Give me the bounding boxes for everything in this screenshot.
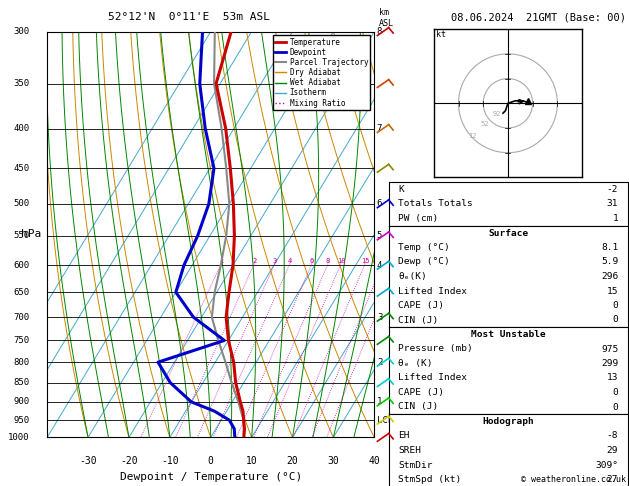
Text: 7: 7	[377, 124, 382, 133]
Text: 950: 950	[13, 416, 29, 425]
Text: K: K	[398, 185, 404, 194]
Text: CIN (J): CIN (J)	[398, 315, 438, 325]
Text: 900: 900	[13, 398, 29, 406]
Text: θₑ (K): θₑ (K)	[398, 359, 433, 368]
Legend: Temperature, Dewpoint, Parcel Trajectory, Dry Adiabat, Wet Adiabat, Isotherm, Mi: Temperature, Dewpoint, Parcel Trajectory…	[273, 35, 370, 110]
Text: 15: 15	[607, 287, 618, 295]
Text: 0: 0	[208, 456, 214, 466]
Text: 0: 0	[613, 301, 618, 310]
Text: 8: 8	[377, 27, 382, 36]
Text: 2: 2	[377, 358, 382, 367]
Text: 3: 3	[273, 258, 277, 263]
Text: 52°12'N  0°11'E  53m ASL: 52°12'N 0°11'E 53m ASL	[108, 12, 270, 22]
Text: -30: -30	[79, 456, 97, 466]
Text: km
ASL: km ASL	[379, 8, 394, 28]
Text: 1: 1	[220, 258, 223, 263]
Text: 0: 0	[613, 315, 618, 325]
Text: 5: 5	[377, 231, 382, 241]
Text: hPa: hPa	[21, 229, 41, 240]
Text: Totals Totals: Totals Totals	[398, 199, 473, 208]
Text: -20: -20	[120, 456, 138, 466]
Text: 550: 550	[13, 231, 29, 241]
Text: 500: 500	[13, 199, 29, 208]
Text: 10: 10	[246, 456, 257, 466]
Text: 5.9: 5.9	[601, 258, 618, 266]
Text: 1000: 1000	[8, 433, 29, 442]
Text: 4: 4	[377, 260, 382, 270]
Text: Temp (°C): Temp (°C)	[398, 243, 450, 252]
Text: 800: 800	[13, 358, 29, 367]
Text: Dewpoint / Temperature (°C): Dewpoint / Temperature (°C)	[120, 472, 302, 482]
Text: -2: -2	[607, 185, 618, 194]
Text: 296: 296	[601, 272, 618, 281]
Text: kt: kt	[437, 30, 446, 38]
Text: Surface: Surface	[488, 228, 528, 238]
Text: 29: 29	[607, 446, 618, 455]
Text: PW (cm): PW (cm)	[398, 214, 438, 223]
Text: StmSpd (kt): StmSpd (kt)	[398, 475, 462, 484]
Text: 12: 12	[469, 133, 477, 139]
Text: 850: 850	[13, 378, 29, 387]
Text: Lifted Index: Lifted Index	[398, 374, 467, 382]
Text: 3: 3	[377, 312, 382, 322]
Text: CAPE (J): CAPE (J)	[398, 388, 444, 397]
Text: 92: 92	[493, 111, 501, 117]
Text: θₑ(K): θₑ(K)	[398, 272, 427, 281]
Text: 13: 13	[607, 374, 618, 382]
Text: 975: 975	[601, 345, 618, 353]
Text: Most Unstable: Most Unstable	[471, 330, 545, 339]
Text: 650: 650	[13, 288, 29, 296]
Text: 6: 6	[310, 258, 314, 263]
Text: 40: 40	[369, 456, 380, 466]
Text: 300: 300	[13, 27, 29, 36]
Text: SREH: SREH	[398, 446, 421, 455]
Text: 6: 6	[377, 199, 382, 208]
Text: 0: 0	[613, 402, 618, 412]
Text: -8: -8	[607, 432, 618, 440]
Text: © weatheronline.co.uk: © weatheronline.co.uk	[521, 474, 626, 484]
Text: StmDir: StmDir	[398, 461, 433, 469]
Text: 8.1: 8.1	[601, 243, 618, 252]
Text: 1: 1	[377, 398, 382, 406]
Text: 10: 10	[337, 258, 345, 263]
Text: 299: 299	[601, 359, 618, 368]
Text: 2: 2	[252, 258, 257, 263]
Text: 27: 27	[607, 475, 618, 484]
Text: 750: 750	[13, 336, 29, 345]
Text: Dewp (°C): Dewp (°C)	[398, 258, 450, 266]
Text: 20: 20	[287, 456, 298, 466]
Text: 1: 1	[613, 214, 618, 223]
Text: 30: 30	[328, 456, 339, 466]
Text: 8: 8	[326, 258, 330, 263]
Text: Pressure (mb): Pressure (mb)	[398, 345, 473, 353]
Text: EH: EH	[398, 432, 409, 440]
Text: -10: -10	[161, 456, 179, 466]
Text: 350: 350	[13, 79, 29, 88]
Text: Mixing Ratio (g/kg): Mixing Ratio (g/kg)	[404, 211, 413, 299]
Text: 400: 400	[13, 124, 29, 133]
Text: 700: 700	[13, 312, 29, 322]
Text: 600: 600	[13, 260, 29, 270]
Text: 52: 52	[481, 121, 489, 126]
Text: 450: 450	[13, 164, 29, 173]
Text: CIN (J): CIN (J)	[398, 402, 438, 412]
Text: 15: 15	[361, 258, 369, 263]
Text: CAPE (J): CAPE (J)	[398, 301, 444, 310]
Text: Hodograph: Hodograph	[482, 417, 534, 426]
Text: 0: 0	[613, 388, 618, 397]
Text: 4: 4	[288, 258, 292, 263]
Text: LCL: LCL	[377, 416, 393, 425]
Text: 08.06.2024  21GMT (Base: 00): 08.06.2024 21GMT (Base: 00)	[451, 12, 626, 22]
Text: 309°: 309°	[595, 461, 618, 469]
Text: 31: 31	[607, 199, 618, 208]
Text: Lifted Index: Lifted Index	[398, 287, 467, 295]
